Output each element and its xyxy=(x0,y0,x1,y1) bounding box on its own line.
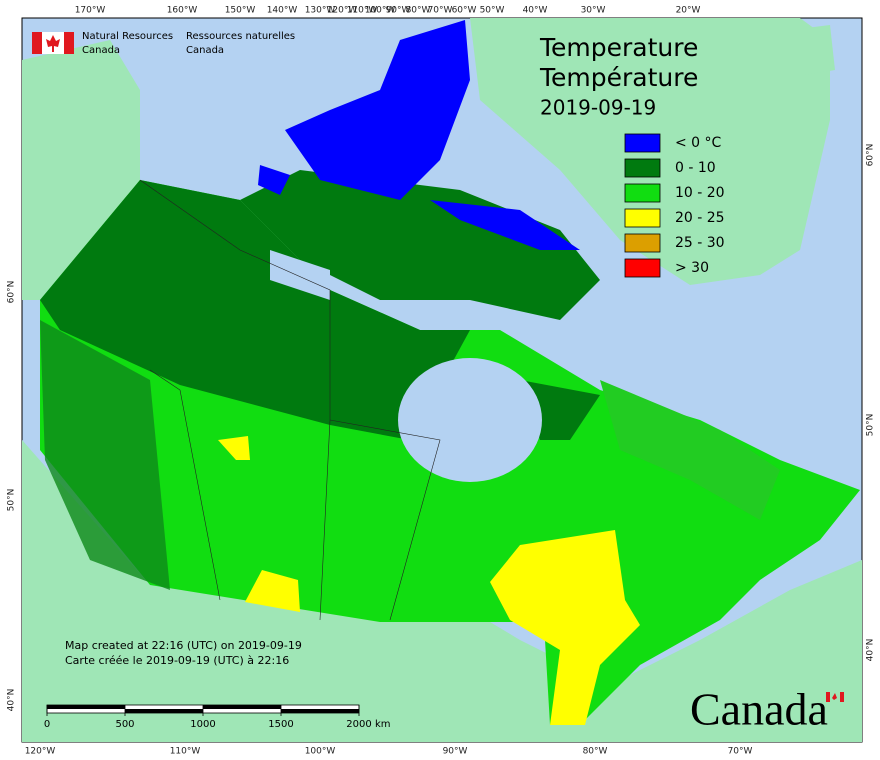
legend-label: 10 - 20 xyxy=(675,185,725,201)
title: Température xyxy=(539,63,698,92)
scale-segment xyxy=(281,709,359,713)
legend-label: 25 - 30 xyxy=(675,235,725,251)
legend-swatch xyxy=(624,133,661,153)
maple-leaf xyxy=(832,693,837,700)
alberta-warm xyxy=(245,570,300,612)
canada-wordmark: Canada xyxy=(690,684,828,735)
scale-label: 500 xyxy=(115,719,134,730)
boundary xyxy=(139,179,331,621)
graticule-label: 140°W xyxy=(267,6,298,16)
graticule-label: 50°N xyxy=(7,489,17,512)
graticule-label: 110°W xyxy=(170,747,201,757)
island xyxy=(790,25,835,75)
title: Temperature xyxy=(539,33,698,62)
boundary xyxy=(149,369,221,601)
note: Map created at 22:16 (UTC) on 2019-09-19 xyxy=(65,639,302,652)
legend-swatch xyxy=(624,183,661,203)
baffin-north xyxy=(430,200,580,250)
scale-unit: km xyxy=(375,719,391,730)
header-text: Canada xyxy=(82,45,120,56)
ontario-warm xyxy=(490,530,640,725)
graticule-label: 30°W xyxy=(581,6,606,16)
graticule-label: 160°W xyxy=(167,6,198,16)
scale-label: 1000 xyxy=(190,719,215,730)
graticule-label: 90°W xyxy=(443,747,468,757)
graticule-label: 50°W xyxy=(480,6,505,16)
graticule-label: 60°N xyxy=(7,281,17,304)
graticule-label: 150°W xyxy=(225,6,256,16)
graticule-label: 40°N xyxy=(7,689,17,712)
map-frame xyxy=(21,17,863,743)
alaska xyxy=(22,40,140,300)
quebec-zone xyxy=(600,380,780,520)
boundary xyxy=(329,419,441,621)
graticule-label: 50°N xyxy=(866,414,876,437)
graticule-label: 100°W xyxy=(305,747,336,757)
legend-label: < 0 °C xyxy=(675,135,722,151)
graticule-label: 100°W xyxy=(365,6,396,16)
legend-swatch xyxy=(624,258,661,278)
graticule-label: 120°W xyxy=(327,6,358,16)
flag-bar xyxy=(826,692,830,702)
flag-bar xyxy=(64,32,74,54)
date: 2019-09-19 xyxy=(540,96,656,120)
northern-zone xyxy=(40,180,470,440)
graticule-label: 80°W xyxy=(583,747,608,757)
note: Carte créée le 2019-09-19 (UTC) à 22:16 xyxy=(65,654,289,667)
graticule-label: 110°W xyxy=(347,6,378,16)
ellesmere xyxy=(285,20,470,200)
scale-label: 0 xyxy=(44,719,50,730)
scale-segment xyxy=(125,709,203,713)
usa xyxy=(22,440,862,742)
flag-bar xyxy=(32,32,42,54)
header-text: Ressources naturelles xyxy=(186,31,295,42)
legend-label: 0 - 10 xyxy=(675,160,716,176)
legend-label: 20 - 25 xyxy=(675,210,725,226)
legend-swatch xyxy=(624,208,661,228)
graticule-label: 40°N xyxy=(866,639,876,662)
graticule-label: 70°W xyxy=(428,6,453,16)
legend-swatch xyxy=(624,158,661,178)
legend-swatch xyxy=(624,233,661,253)
hudson-bay xyxy=(398,358,542,482)
graticule-label: 40°W xyxy=(523,6,548,16)
arctic-islands xyxy=(240,170,600,320)
scale-label: 1500 xyxy=(268,719,293,730)
mountain-zone xyxy=(40,320,170,590)
header-text: Natural Resources xyxy=(82,31,173,42)
island-cold xyxy=(258,165,290,195)
graticule-label: 130°W xyxy=(305,6,336,16)
graticule-label: 90°W xyxy=(386,6,411,16)
wordmark: Canada xyxy=(690,684,844,735)
legend-label: > 30 xyxy=(675,260,709,276)
flag-bar xyxy=(840,692,844,702)
scale-segment xyxy=(47,705,125,709)
scale-label: 2000 xyxy=(346,719,371,730)
graticule-label: 170°W xyxy=(75,6,106,16)
nrcan-logo: Natural Resources Canada Ressources natu… xyxy=(32,31,295,56)
graticule-label: 120°W xyxy=(25,747,56,757)
graticule-label: 60°N xyxy=(866,144,876,167)
scale-segment xyxy=(203,705,281,709)
graticule-label: 70°W xyxy=(728,747,753,757)
channel xyxy=(270,250,330,300)
header-text: Canada xyxy=(186,45,224,56)
warm-spot xyxy=(218,436,250,460)
graticule-label: 20°W xyxy=(676,6,701,16)
maple-leaf xyxy=(46,35,60,52)
graticule-label: 60°W xyxy=(452,6,477,16)
graticule-label: 80°W xyxy=(406,6,431,16)
